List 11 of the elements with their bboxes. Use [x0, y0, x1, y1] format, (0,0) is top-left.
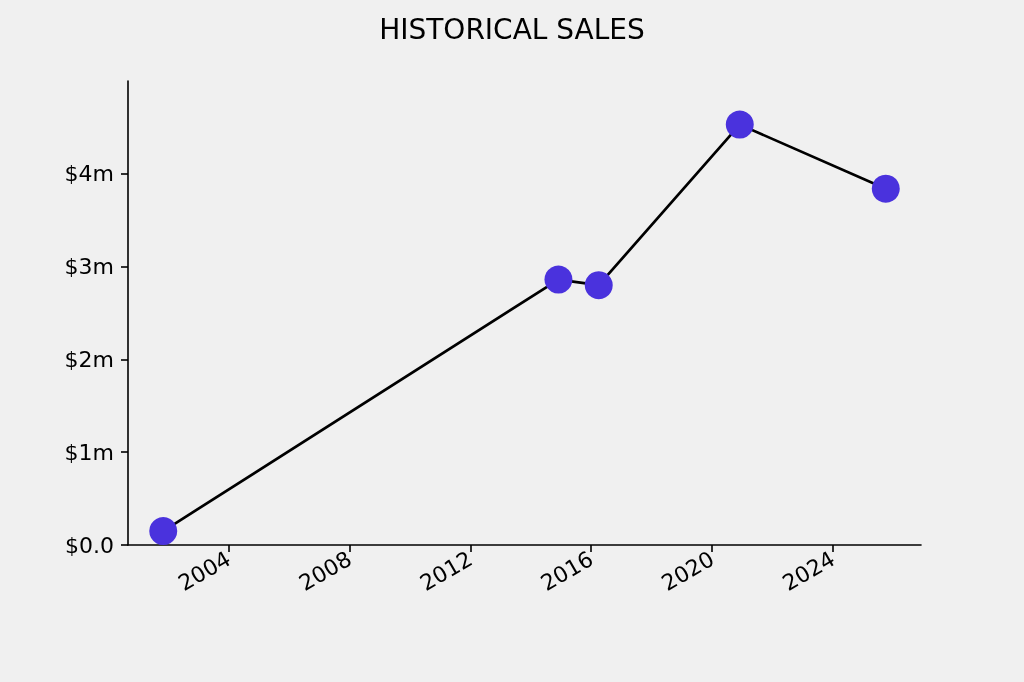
y-tick-label: $0.0: [65, 532, 114, 558]
chart-title: HISTORICAL SALES: [379, 12, 645, 46]
y-tick-label: $3m: [64, 254, 114, 280]
y-tick-label: $2m: [64, 346, 114, 372]
point: [725, 110, 754, 139]
y-tick-label: $4m: [64, 161, 114, 187]
y-tick-label: $1m: [64, 439, 114, 465]
point: [584, 271, 613, 300]
point: [149, 517, 178, 546]
point: [871, 174, 900, 203]
point: [544, 265, 573, 294]
